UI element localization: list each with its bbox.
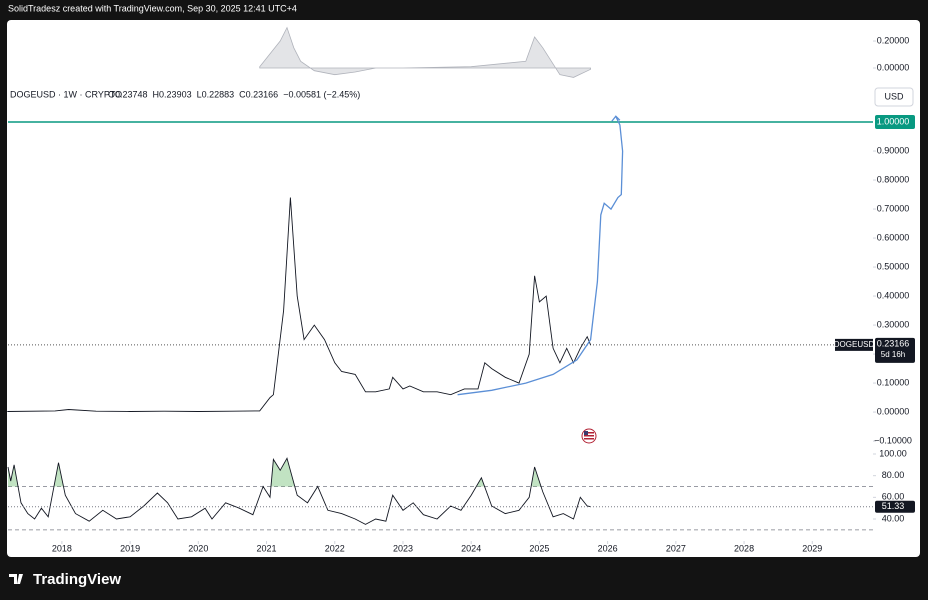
- y-tick-label: 0.00000: [877, 406, 910, 416]
- currency-button[interactable]: [874, 87, 914, 107]
- x-tick-label: 2023: [393, 543, 413, 553]
- target-label-box: [875, 115, 915, 130]
- y-tick-label: 100.00: [879, 448, 907, 458]
- x-tick-label: 2027: [666, 543, 686, 553]
- caption: SolidTradesz created with TradingView.co…: [8, 3, 297, 13]
- line: [457, 116, 624, 396]
- logo: [9, 574, 23, 584]
- flag-icon: [581, 428, 597, 444]
- x-tick-label: 2025: [529, 543, 549, 553]
- y-tick-label: 0.60000: [877, 232, 910, 242]
- line: [7, 457, 591, 525]
- ohlc-value: L0.22883: [197, 89, 235, 99]
- y-tick-label: 0.90000: [877, 145, 910, 155]
- rsi-tag-value: 51.33: [882, 501, 905, 511]
- target-label: 1.00000: [877, 116, 910, 126]
- y-tick-label: 0.20000: [877, 35, 910, 45]
- ohlc-value: O0.23748: [108, 89, 148, 99]
- chart-panel: [7, 20, 920, 557]
- x-tick-label: 2022: [325, 543, 345, 553]
- ohlc-value: C0.23166: [239, 89, 278, 99]
- y-tick-label: 0.30000: [877, 319, 910, 329]
- rsi-tag-box: [875, 500, 915, 513]
- y-tick-label: 0.00000: [877, 62, 910, 72]
- x-tick-label: 2020: [188, 543, 208, 553]
- symbol: DOGEUSD · 1W · CRYPTO: [10, 89, 122, 99]
- x-tick-label: 2019: [120, 543, 140, 553]
- y-tick-label: 0.40000: [877, 290, 910, 300]
- rsi-overbought-fill: [8, 458, 542, 487]
- ohlc-value: H0.23903: [153, 89, 192, 99]
- brand: TradingView: [33, 571, 121, 588]
- price-tag-box: [835, 338, 873, 351]
- arrow-head: [611, 115, 621, 122]
- y-tick-label: 0.70000: [877, 203, 910, 213]
- x-tick-label: 2029: [802, 543, 822, 553]
- y-tick-label: 40.00: [882, 513, 905, 523]
- y-tick-label: 60.00: [882, 492, 905, 502]
- x-tick-label: 2026: [598, 543, 618, 553]
- price-tag-value: 0.23166: [877, 338, 910, 348]
- x-tick-label: 2024: [461, 543, 481, 553]
- y-tick-label: 0.80000: [877, 174, 910, 184]
- price-tag-name: DOGEUSD: [834, 340, 875, 349]
- y-tick-label: −0.10000: [874, 435, 912, 445]
- y-tick-label: 0.10000: [877, 377, 910, 387]
- y-tick-label: 0.50000: [877, 261, 910, 271]
- y-tick-label: 80.00: [882, 470, 905, 480]
- x-tick-label: 2021: [257, 543, 277, 553]
- price-tag-value-box: [875, 337, 915, 363]
- ohlc-value: −0.00581 (−2.45%): [283, 89, 360, 99]
- currency[interactable]: USD: [884, 91, 904, 101]
- line: [7, 197, 592, 412]
- x-tick-label: 2018: [52, 543, 72, 553]
- top-pane-area: [259, 26, 592, 78]
- price-tag-countdown: 5d 16h: [881, 350, 905, 359]
- x-tick-label: 2028: [734, 543, 754, 553]
